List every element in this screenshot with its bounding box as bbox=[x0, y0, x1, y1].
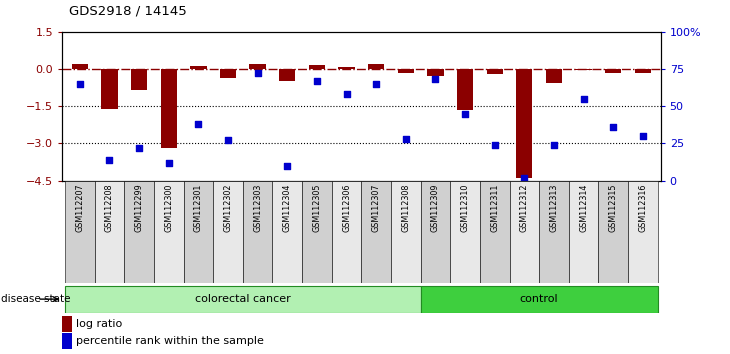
Text: GSM112208: GSM112208 bbox=[105, 184, 114, 232]
Bar bbox=[420, 286, 658, 313]
Bar bbox=[161, 69, 177, 148]
Bar bbox=[65, 181, 95, 283]
Bar bbox=[272, 181, 302, 283]
Point bbox=[74, 81, 85, 87]
Bar bbox=[398, 69, 414, 74]
Bar bbox=[569, 181, 599, 283]
Point bbox=[341, 91, 353, 97]
Point bbox=[607, 124, 619, 130]
Bar bbox=[457, 69, 473, 110]
Bar bbox=[605, 69, 621, 74]
Bar bbox=[539, 181, 569, 283]
Text: GSM112302: GSM112302 bbox=[223, 184, 232, 232]
Bar bbox=[420, 181, 450, 283]
Text: GSM112303: GSM112303 bbox=[253, 184, 262, 232]
Point bbox=[637, 133, 649, 139]
Text: GSM112308: GSM112308 bbox=[402, 184, 410, 232]
Point bbox=[134, 145, 145, 151]
Bar bbox=[243, 181, 272, 283]
Bar bbox=[487, 69, 503, 74]
Text: control: control bbox=[520, 294, 558, 304]
Point bbox=[193, 121, 204, 127]
Text: percentile rank within the sample: percentile rank within the sample bbox=[76, 336, 264, 346]
Text: GSM112314: GSM112314 bbox=[579, 184, 588, 232]
Bar bbox=[634, 69, 651, 74]
Point bbox=[459, 111, 471, 116]
Text: GSM112316: GSM112316 bbox=[638, 184, 648, 232]
Bar bbox=[65, 286, 420, 313]
Bar bbox=[546, 69, 562, 82]
Point bbox=[489, 142, 501, 148]
Text: GSM112307: GSM112307 bbox=[372, 184, 380, 232]
Point bbox=[400, 136, 412, 142]
Point bbox=[370, 81, 382, 87]
Bar bbox=[72, 64, 88, 69]
Bar bbox=[339, 67, 355, 69]
Bar bbox=[62, 333, 72, 349]
Bar bbox=[450, 181, 480, 283]
Bar bbox=[599, 181, 628, 283]
Bar bbox=[302, 181, 331, 283]
Text: colorectal cancer: colorectal cancer bbox=[195, 294, 291, 304]
Bar bbox=[480, 181, 510, 283]
Bar bbox=[391, 181, 420, 283]
Bar bbox=[220, 69, 236, 78]
Bar bbox=[628, 181, 658, 283]
Bar bbox=[368, 64, 384, 69]
Text: disease state: disease state bbox=[1, 294, 70, 304]
Text: GSM112300: GSM112300 bbox=[164, 184, 173, 232]
Point bbox=[282, 163, 293, 169]
Bar bbox=[250, 64, 266, 69]
Point bbox=[548, 142, 560, 148]
Bar bbox=[154, 181, 183, 283]
Text: GSM112299: GSM112299 bbox=[134, 184, 144, 232]
Point bbox=[429, 76, 441, 82]
Text: log ratio: log ratio bbox=[76, 319, 123, 329]
Point bbox=[222, 138, 234, 143]
Bar bbox=[131, 69, 147, 90]
Point bbox=[311, 78, 323, 84]
Text: GSM112311: GSM112311 bbox=[491, 184, 499, 232]
Bar bbox=[331, 181, 361, 283]
Text: GSM112313: GSM112313 bbox=[550, 184, 558, 232]
Text: GSM112304: GSM112304 bbox=[283, 184, 292, 232]
Bar bbox=[191, 66, 207, 69]
Point bbox=[577, 96, 589, 102]
Bar bbox=[575, 69, 592, 70]
Text: GSM112301: GSM112301 bbox=[194, 184, 203, 232]
Point bbox=[163, 160, 174, 166]
Bar bbox=[62, 316, 72, 332]
Bar bbox=[101, 69, 118, 109]
Text: GSM112305: GSM112305 bbox=[312, 184, 321, 232]
Bar bbox=[427, 69, 444, 76]
Bar bbox=[183, 181, 213, 283]
Text: GSM112207: GSM112207 bbox=[75, 184, 85, 232]
Text: GSM112309: GSM112309 bbox=[431, 184, 440, 232]
Text: GDS2918 / 14145: GDS2918 / 14145 bbox=[69, 5, 187, 18]
Bar bbox=[124, 181, 154, 283]
Bar bbox=[516, 69, 532, 178]
Text: GSM112306: GSM112306 bbox=[342, 184, 351, 232]
Bar bbox=[213, 181, 243, 283]
Text: GSM112310: GSM112310 bbox=[461, 184, 469, 232]
Bar bbox=[279, 69, 296, 81]
Bar bbox=[510, 181, 539, 283]
Bar bbox=[361, 181, 391, 283]
Point bbox=[252, 71, 264, 76]
Point bbox=[104, 157, 115, 162]
Text: GSM112315: GSM112315 bbox=[609, 184, 618, 232]
Bar bbox=[95, 181, 124, 283]
Text: GSM112312: GSM112312 bbox=[520, 184, 529, 232]
Bar bbox=[309, 64, 325, 69]
Point bbox=[518, 175, 530, 181]
